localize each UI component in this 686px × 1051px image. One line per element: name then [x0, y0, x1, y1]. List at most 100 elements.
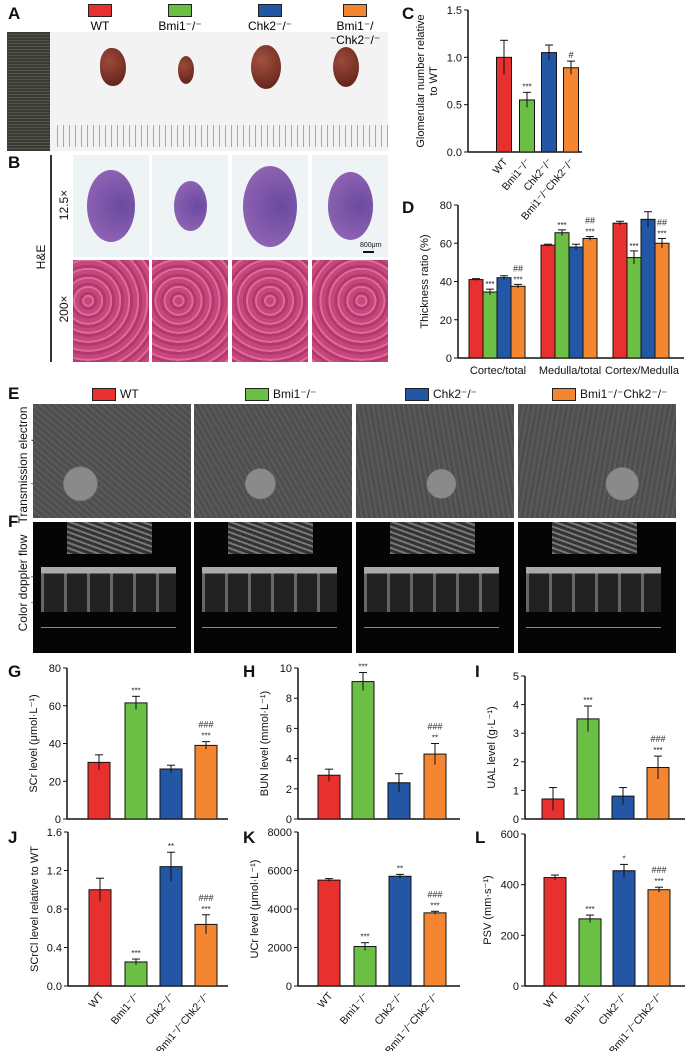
bar [554, 232, 570, 359]
panel-label-j: J [8, 828, 18, 847]
x-tick-label: WT [316, 990, 336, 1011]
x-tick-label: Bmi1⁻/⁻ [338, 990, 372, 1027]
tem-image [33, 404, 191, 518]
bar [159, 866, 183, 987]
y-tick-label: 0 [55, 814, 61, 826]
legend-swatch [343, 4, 367, 17]
significance-annotation: ## *** [513, 263, 523, 284]
legend-label: Bmi1⁻/⁻ [158, 19, 202, 33]
doppler-image [518, 522, 676, 653]
y-tick-label: 6 [286, 723, 292, 735]
bar [582, 237, 598, 359]
bar [317, 879, 341, 987]
kidney-section [173, 181, 207, 231]
panel-label-l: L [475, 828, 486, 847]
significance-annotation: ### *** [427, 889, 442, 910]
legend-item: Bmi1⁻/⁻ [245, 387, 316, 401]
legend-item: Chk2⁻/⁻ [405, 387, 477, 401]
spectral-waveform [526, 567, 661, 612]
bar [612, 870, 636, 987]
spectral-waveform [364, 567, 499, 612]
significance-annotation: *** [358, 663, 367, 672]
bar [612, 222, 628, 359]
y-tick-label: 3 [513, 728, 519, 740]
spectral-waveform [202, 567, 337, 612]
bar [482, 291, 498, 359]
legend-label: Chk2⁻/⁻ [433, 387, 478, 401]
significance-annotation: ## *** [657, 217, 667, 238]
significance-annotation: *** [583, 696, 592, 705]
x-tick-label: Bmi1⁻/⁻ [563, 990, 597, 1027]
y-axis-label: Thickness ratio (%) [419, 234, 431, 328]
bar [568, 246, 584, 359]
y-tick-label: 0 [286, 981, 292, 993]
y-tick-label: 0.4 [47, 943, 62, 955]
x-tick-label: Chk2⁻/⁻ [372, 990, 406, 1028]
significance-annotation: *** [629, 242, 638, 251]
spectral-waveform [41, 567, 176, 612]
kidney-bmi1 [178, 56, 194, 84]
significance-annotation: ### *** [198, 720, 213, 741]
bar [468, 279, 484, 359]
legend-label: Bmi1⁻/⁻Chk2⁻/⁻ [580, 387, 668, 401]
y-tick-label: 10 [280, 663, 292, 675]
significance-annotation: *** [360, 933, 369, 942]
x-tick-label: Cortec/total [470, 365, 526, 377]
bar [124, 702, 148, 820]
y-tick-label: 0 [513, 981, 519, 993]
x-tick-label: WT [87, 990, 107, 1011]
ruler [7, 32, 50, 151]
bar [88, 889, 112, 987]
x-tick-label: Chk2⁻/⁻ [596, 990, 630, 1028]
kidney-section [327, 172, 373, 240]
y-axis-label: BUN level (mmol·L⁻¹) [259, 691, 271, 796]
bar [351, 681, 375, 820]
y-tick-label: 2 [513, 757, 519, 769]
legend-swatch [92, 387, 116, 401]
kidney-wt [100, 48, 126, 86]
legend-label: Chk2⁻/⁻ [247, 19, 292, 33]
legend-swatch [168, 4, 192, 17]
he-low-mag-image [73, 155, 149, 257]
he-low-mag-image [152, 155, 228, 257]
kidney-chk2 [251, 45, 281, 89]
bar [543, 877, 567, 987]
kidney-photo [7, 32, 388, 151]
y-tick-label: 0 [446, 353, 452, 365]
y-tick-label: 400 [501, 880, 519, 892]
y-tick-label: 0.8 [47, 904, 62, 916]
bar [563, 67, 579, 153]
bar [640, 218, 656, 359]
y-tick-label: 20 [49, 776, 61, 788]
doppler-image [194, 522, 352, 653]
bar [423, 912, 447, 987]
ecg-trace [202, 627, 337, 628]
kidney-section [243, 165, 297, 247]
significance-annotation: *** [585, 905, 594, 914]
divider [50, 155, 52, 362]
ecg-trace [526, 627, 661, 628]
y-axis-label: SCr level (μmol·L⁻¹) [28, 694, 40, 792]
doppler-image [356, 522, 514, 653]
ultrasound-view [552, 522, 637, 554]
significance-annotation: # [568, 50, 573, 60]
x-tick-label: Bmi1⁻/⁻ [109, 990, 143, 1027]
scale-bar-label: 800μm [360, 242, 382, 249]
doppler-image [33, 522, 191, 653]
bar [194, 744, 218, 820]
legend-item: Bmi1⁻/⁻Chk2⁻/⁻ [315, 4, 395, 47]
x-tick-label: Medulla/total [539, 365, 601, 377]
kidney-double-ko [333, 47, 359, 87]
significance-annotation: *** [131, 686, 140, 695]
significance-annotation: ## *** [585, 216, 595, 237]
y-tick-label: 0.5 [447, 100, 462, 112]
panel-label-k: K [243, 828, 256, 847]
significance-annotation: ### *** [651, 865, 666, 886]
bar [353, 946, 377, 987]
he-high-mag-image [152, 260, 228, 362]
ecg-trace [41, 627, 176, 628]
bar [496, 277, 512, 359]
bar [317, 774, 341, 820]
significance-annotation: *** [131, 949, 140, 958]
he-high-mag-image [73, 260, 149, 362]
